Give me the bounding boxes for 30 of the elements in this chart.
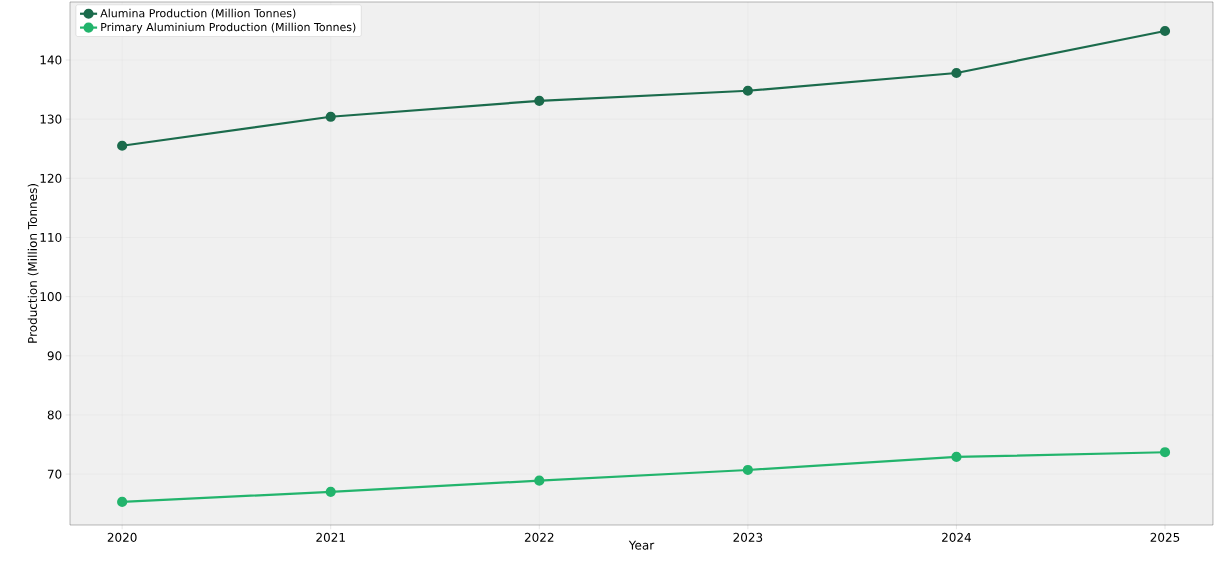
- point: [534, 95, 545, 106]
- x-axis-title: Year: [628, 540, 655, 550]
- point: [951, 67, 962, 79]
- y-tick-label: 130: [40, 114, 62, 124]
- point: [117, 140, 128, 151]
- x-tick-label: 2022: [524, 532, 554, 542]
- point: [325, 111, 336, 122]
- point: [742, 85, 753, 96]
- point: [534, 475, 545, 486]
- x-tick-label: 2024: [942, 532, 972, 542]
- y-tick-label: 90: [47, 351, 62, 361]
- y-tick-label: 100: [40, 292, 62, 302]
- y-axis-title: Production (Million Tonnes): [27, 184, 39, 343]
- point: [325, 486, 336, 497]
- x-tick-label: 2025: [1150, 532, 1180, 542]
- point: [1159, 447, 1171, 458]
- y-tick-label: 120: [40, 173, 62, 183]
- x-tick-label: 2020: [107, 532, 137, 542]
- legend-label: Primary Aluminium Production (Million Tonnes): [101, 22, 356, 34]
- y-tick-label: 110: [40, 232, 62, 243]
- point: [117, 496, 128, 508]
- y-tick-label: 140: [40, 55, 62, 65]
- y-tick-label: 70: [47, 469, 62, 479]
- point: [742, 464, 753, 476]
- point: [951, 451, 962, 463]
- x-tick-label: 2021: [316, 532, 345, 542]
- point: [1159, 25, 1171, 37]
- y-tick-label: 80: [47, 410, 62, 420]
- x-tick-label: 2023: [733, 532, 763, 542]
- legend-label: Alumina Production (Million Tonnes): [100, 8, 296, 19]
